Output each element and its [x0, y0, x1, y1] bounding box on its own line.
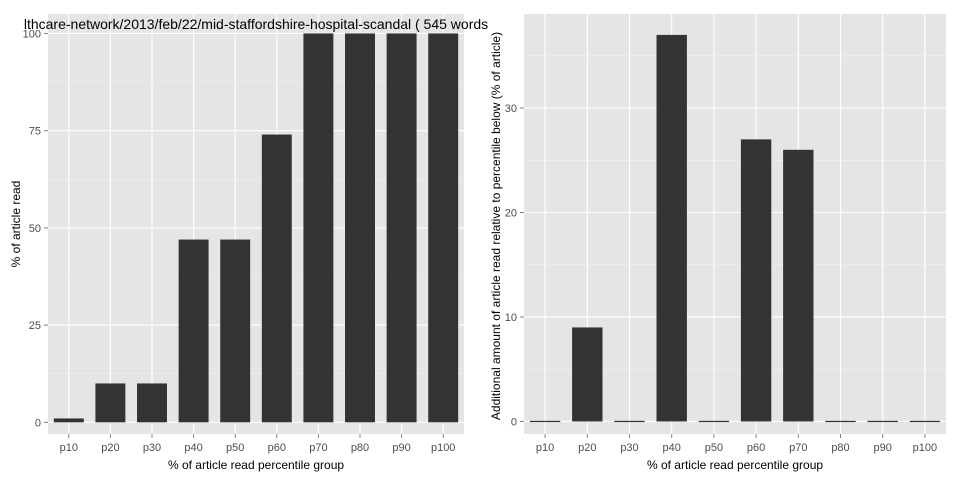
left-y-axis-title: % of article read [9, 181, 23, 268]
left-bar-p90 [386, 33, 417, 423]
left-y-tick-labels: 0 25 50 75 100 [23, 28, 48, 429]
right-x-axis-title: % of article read percentile group [647, 458, 823, 472]
right-bar-p20 [572, 327, 603, 422]
left-x-tick-label-p40: p40 [184, 442, 202, 454]
right-x-tick-label-p50: p50 [705, 442, 723, 454]
left-bar-p60 [261, 134, 292, 423]
left-bar-p30 [137, 383, 167, 423]
right-bar-p50 [698, 420, 730, 423]
left-bars [53, 33, 459, 423]
left-x-tick-label-p50: p50 [226, 442, 244, 454]
right-x-tick-labels: p10 p20 p30 p40 p50 p60 p70 p80 p90 p100 [536, 434, 937, 454]
right-x-tick-label-p80: p80 [831, 442, 849, 454]
left-x-tick-label-p20: p20 [101, 442, 119, 454]
right-bar-p60 [740, 139, 772, 422]
left-x-tick-label-p60: p60 [268, 442, 286, 454]
left-x-axis-title: % of article read percentile group [168, 458, 344, 472]
left-bar-p70 [303, 33, 334, 423]
left-x-tick-label-p10: p10 [60, 442, 78, 454]
left-x-tick-label-p30: p30 [143, 442, 161, 454]
left-x-tick-label-p80: p80 [351, 442, 369, 454]
right-y-tick-label: 30 [505, 103, 517, 115]
right-x-tick-label-p70: p70 [789, 442, 807, 454]
right-x-tick-label-p40: p40 [663, 442, 681, 454]
right-y-tick-label: 10 [505, 312, 517, 324]
right-x-tick-label-p100: p100 [913, 442, 937, 454]
right-bar-p90 [867, 420, 898, 423]
left-x-tick-label-p90: p90 [392, 442, 410, 454]
left-bar-p40 [178, 239, 209, 423]
right-bar-p10 [529, 420, 561, 423]
left-y-tick-label: 0 [35, 417, 41, 429]
left-chart-title: lthcare-network/2013/feb/22/mid-stafford… [24, 16, 488, 32]
right-bar-p70 [783, 149, 814, 422]
left-bar-p100 [428, 33, 459, 423]
right-x-tick-label-p10: p10 [536, 442, 554, 454]
right-bar-p100 [909, 420, 941, 423]
left-bar-p80 [345, 33, 375, 423]
right-x-tick-label-p30: p30 [620, 442, 638, 454]
left-y-tick-label: 100 [23, 28, 41, 40]
left-bar-p20 [95, 383, 126, 423]
left-bar-p10 [53, 418, 84, 423]
right-x-tick-label-p60: p60 [747, 442, 765, 454]
right-bars [529, 34, 941, 423]
left-x-tick-label-p100: p100 [431, 442, 455, 454]
right-x-tick-label-p90: p90 [874, 442, 892, 454]
right-bar-p30 [614, 420, 645, 423]
right-y-axis-title: Additional amount of article read relati… [489, 32, 503, 420]
right-bar-p80 [825, 420, 856, 423]
left-x-tick-labels: p10 p20 p30 p40 p50 p60 p70 p80 p90 p100 [60, 434, 455, 454]
left-bar-p50 [220, 239, 251, 423]
left-y-tick-label: 75 [29, 126, 41, 138]
right-y-tick-labels: 0 10 20 30 [505, 103, 524, 428]
right-y-tick-label: 20 [505, 208, 517, 220]
left-y-tick-label: 50 [29, 223, 41, 235]
left-y-tick-label: 25 [29, 320, 41, 332]
left-x-tick-label-p70: p70 [309, 442, 327, 454]
right-bar-p40 [656, 34, 687, 422]
right-y-tick-label: 0 [511, 416, 517, 428]
right-x-tick-label-p20: p20 [578, 442, 596, 454]
